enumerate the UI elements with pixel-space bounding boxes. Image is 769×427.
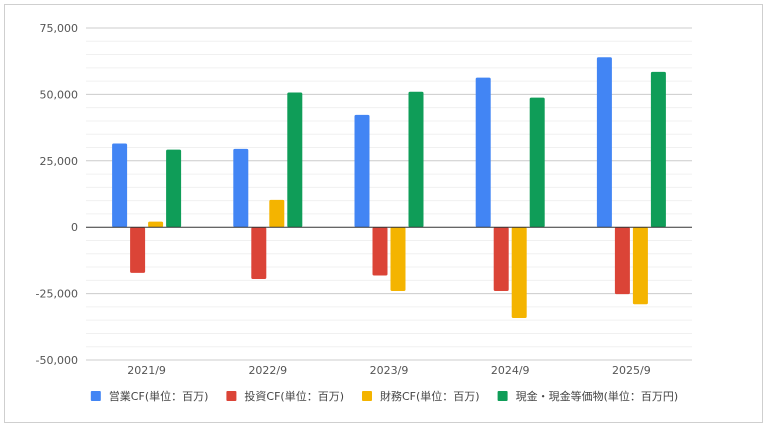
bar — [287, 92, 303, 228]
bar — [130, 227, 146, 273]
bar — [408, 91, 424, 228]
legend-swatch — [497, 391, 508, 401]
x-tick-label: 2023/9 — [370, 364, 409, 377]
bar — [596, 57, 612, 228]
bar — [269, 199, 285, 228]
x-tick-label: 2021/9 — [127, 364, 166, 377]
bar — [233, 148, 249, 228]
y-tick-label: 50,000 — [40, 88, 79, 101]
bar — [166, 149, 182, 228]
legend-swatch — [226, 391, 237, 401]
bar — [511, 227, 527, 319]
bar — [632, 227, 648, 305]
bar — [529, 97, 545, 228]
x-tick-label: 2022/9 — [248, 364, 287, 377]
y-tick-label: 75,000 — [40, 22, 79, 35]
bar — [493, 227, 509, 291]
y-tick-label: -50,000 — [36, 354, 78, 367]
bar — [354, 114, 370, 228]
bar — [148, 221, 164, 228]
bar — [650, 71, 666, 228]
legend-swatch — [90, 391, 101, 401]
legend-label: 財務CF(単位：百万) — [380, 389, 480, 403]
x-tick-label: 2025/9 — [612, 364, 651, 377]
y-tick-label: -25,000 — [36, 288, 78, 301]
legend-label: 投資CF(単位：百万) — [244, 389, 344, 403]
y-tick-label: 25,000 — [40, 155, 79, 168]
bar — [390, 227, 406, 291]
bar — [112, 143, 128, 228]
bar — [372, 227, 388, 276]
legend-swatch — [362, 391, 372, 401]
bar — [475, 77, 491, 228]
legend-label: 営業CF(単位：百万) — [109, 389, 209, 403]
bar — [251, 227, 267, 279]
y-tick-label: 0 — [71, 221, 78, 234]
legend-label: 現金・現金等価物(単位：百万円) — [516, 389, 679, 403]
bar — [614, 227, 630, 295]
x-tick-label: 2024/9 — [491, 364, 530, 377]
